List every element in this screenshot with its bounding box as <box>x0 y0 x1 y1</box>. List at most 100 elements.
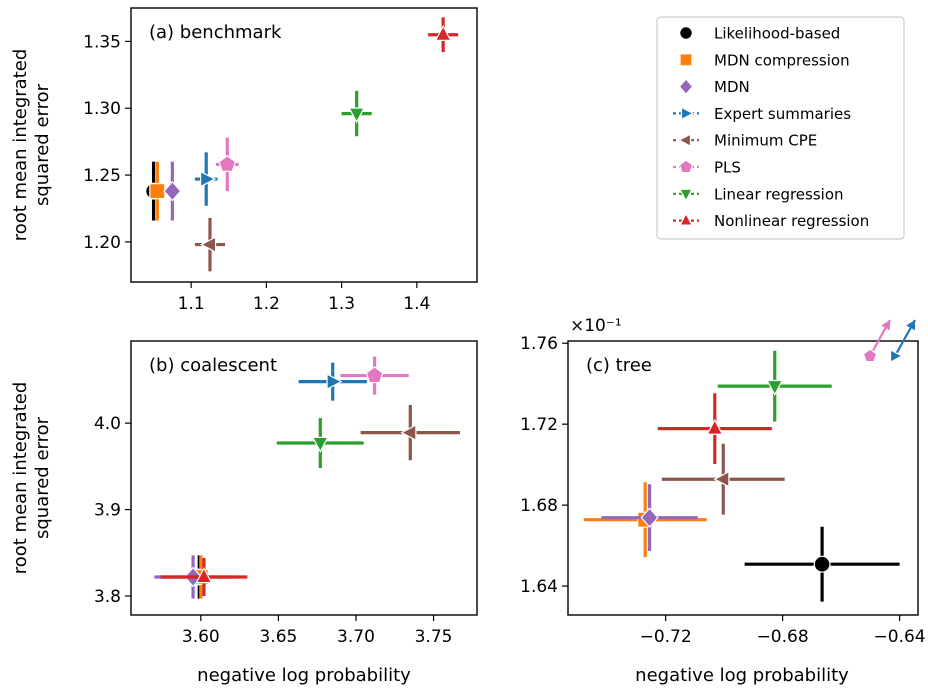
legend-entry-nonlinear-regression: Nonlinear regression <box>673 212 869 230</box>
point-linear-regression <box>341 90 372 137</box>
legend-label: Minimum CPE <box>714 132 817 150</box>
legend-entry-expert-summaries: Expert summaries <box>673 105 851 123</box>
legend-entry-linear-regression: Linear regression <box>673 185 844 203</box>
legend-entry-pls: PLS <box>673 159 741 177</box>
panel-coalescent: 3.60 3.65 3.70 3.75 3.8 3.9 4.0 (b) coalescent <box>94 340 478 647</box>
marker-pls <box>218 155 237 172</box>
legend-marker <box>680 106 695 121</box>
x-tick-label: −0.72 <box>640 627 692 647</box>
marker-pls <box>862 348 878 363</box>
y-tick-label: 1.25 <box>83 166 121 186</box>
x-tick-label: 1.1 <box>178 294 205 314</box>
axes-frame <box>130 340 478 616</box>
legend-marker <box>679 212 693 226</box>
point-mdn <box>601 484 698 552</box>
legend-label: MDN <box>714 78 750 96</box>
off-chart-arrowhead <box>881 320 890 331</box>
marker-expert-summaries <box>199 170 217 188</box>
legend-entry-minimum-cpe: Minimum CPE <box>673 132 817 150</box>
y-tick-label: 3.9 <box>94 501 121 521</box>
data-layer <box>154 356 460 599</box>
x-tick-label: −0.68 <box>757 627 809 647</box>
y-tick-label: 1.72 <box>520 415 558 435</box>
x-tick-label: 1.4 <box>403 294 430 314</box>
y-axis-label: squared error <box>32 416 53 539</box>
legend-frame <box>656 16 905 240</box>
marker-likelihood-based <box>813 555 831 573</box>
point-expert-summaries <box>298 362 367 401</box>
point-nonlinear-regression <box>428 17 459 53</box>
y-axis-label: root mean integrated <box>10 49 31 242</box>
legend-label: Likelihood-based <box>714 25 840 43</box>
x-axis-label: negative log probability <box>197 665 411 686</box>
marker-expert-summaries <box>889 349 904 363</box>
point-pls <box>340 356 409 395</box>
x-tick-label: 3.75 <box>415 627 453 647</box>
point-linear-regression <box>276 417 364 469</box>
x-tick-label: 3.60 <box>182 627 220 647</box>
legend-entry-likelihood-based: Likelihood-based <box>679 25 840 43</box>
legend-entry-mdn-compression: MDN compression <box>679 51 850 69</box>
y-tick-label: 1.64 <box>520 577 558 597</box>
data-layer <box>145 17 459 272</box>
y-tick-label: 1.76 <box>520 334 558 354</box>
y-tick-label: 3.8 <box>94 587 121 607</box>
marker-mdn <box>163 180 182 202</box>
panel-annotation: (b) coalescent <box>149 355 277 376</box>
panel-annotation: (a) benchmark <box>149 22 282 43</box>
point-mdn <box>163 161 182 221</box>
marker-linear-regression <box>311 436 329 453</box>
legend-label: Expert summaries <box>714 105 851 123</box>
panel-benchmark: 1.1 1.2 1.3 1.4 1.20 1.25 1.30 1.35 (a) benchmar… <box>83 7 478 314</box>
point-linear-regression <box>717 350 832 422</box>
marker-nonlinear-regression <box>195 567 213 584</box>
off-chart-pls <box>862 319 891 363</box>
off-chart-expert-summaries <box>889 319 916 363</box>
legend-label: Linear regression <box>714 185 844 203</box>
marker-pls <box>365 366 384 384</box>
legend: Likelihood-based MDN compression MDN Expert… <box>656 16 905 240</box>
marker-nonlinear-regression <box>706 418 724 435</box>
point-pls <box>215 137 239 192</box>
legend-label: MDN compression <box>714 51 850 69</box>
panel-tree: −0.72 −0.68 −0.64 1.64 1.68 1.72 1.76 (c) tree ×… <box>520 316 925 647</box>
legend-label: Nonlinear regression <box>714 212 869 230</box>
marker-nonlinear-regression <box>434 24 452 41</box>
axis-scale-label: ×10⁻¹ <box>570 316 622 336</box>
marker-minimum-cpe <box>400 424 417 442</box>
point-nonlinear-regression <box>657 393 772 465</box>
y-tick-label: 1.35 <box>83 32 121 52</box>
marker-linear-regression <box>348 107 366 124</box>
x-tick-label: 3.70 <box>337 627 375 647</box>
x-axis-label: negative log probability <box>635 665 849 686</box>
off-chart-arrowhead <box>906 320 915 331</box>
point-likelihood-based <box>744 526 900 602</box>
point-nonlinear-regression <box>160 557 248 596</box>
panel-annotation: (c) tree <box>586 355 652 376</box>
point-mdn-compression <box>149 161 166 221</box>
legend-marker <box>679 53 693 67</box>
legend-marker <box>679 26 693 40</box>
x-tick-label: 1.3 <box>328 294 355 314</box>
legend-label: PLS <box>714 159 741 177</box>
y-tick-label: 1.68 <box>520 496 558 516</box>
axes-frame <box>567 340 919 616</box>
marker-mdn-compression <box>149 183 166 200</box>
point-expert-summaries <box>194 152 218 206</box>
legend-entry-mdn: MDN <box>678 78 750 96</box>
marker-expert-summaries <box>326 373 343 391</box>
y-tick-label: 1.20 <box>83 233 121 253</box>
marker-minimum-cpe <box>200 236 217 254</box>
axes-frame <box>130 7 478 283</box>
x-tick-label: −0.64 <box>874 627 926 647</box>
y-tick-label: 1.30 <box>83 99 121 119</box>
legend-marker <box>677 133 692 148</box>
marker-minimum-cpe <box>713 470 730 488</box>
point-minimum-cpe <box>360 404 460 461</box>
point-minimum-cpe <box>194 217 226 272</box>
point-minimum-cpe <box>661 443 785 515</box>
y-axis-label: root mean integrated <box>10 382 31 575</box>
data-layer <box>583 350 900 602</box>
legend-marker <box>678 159 694 174</box>
